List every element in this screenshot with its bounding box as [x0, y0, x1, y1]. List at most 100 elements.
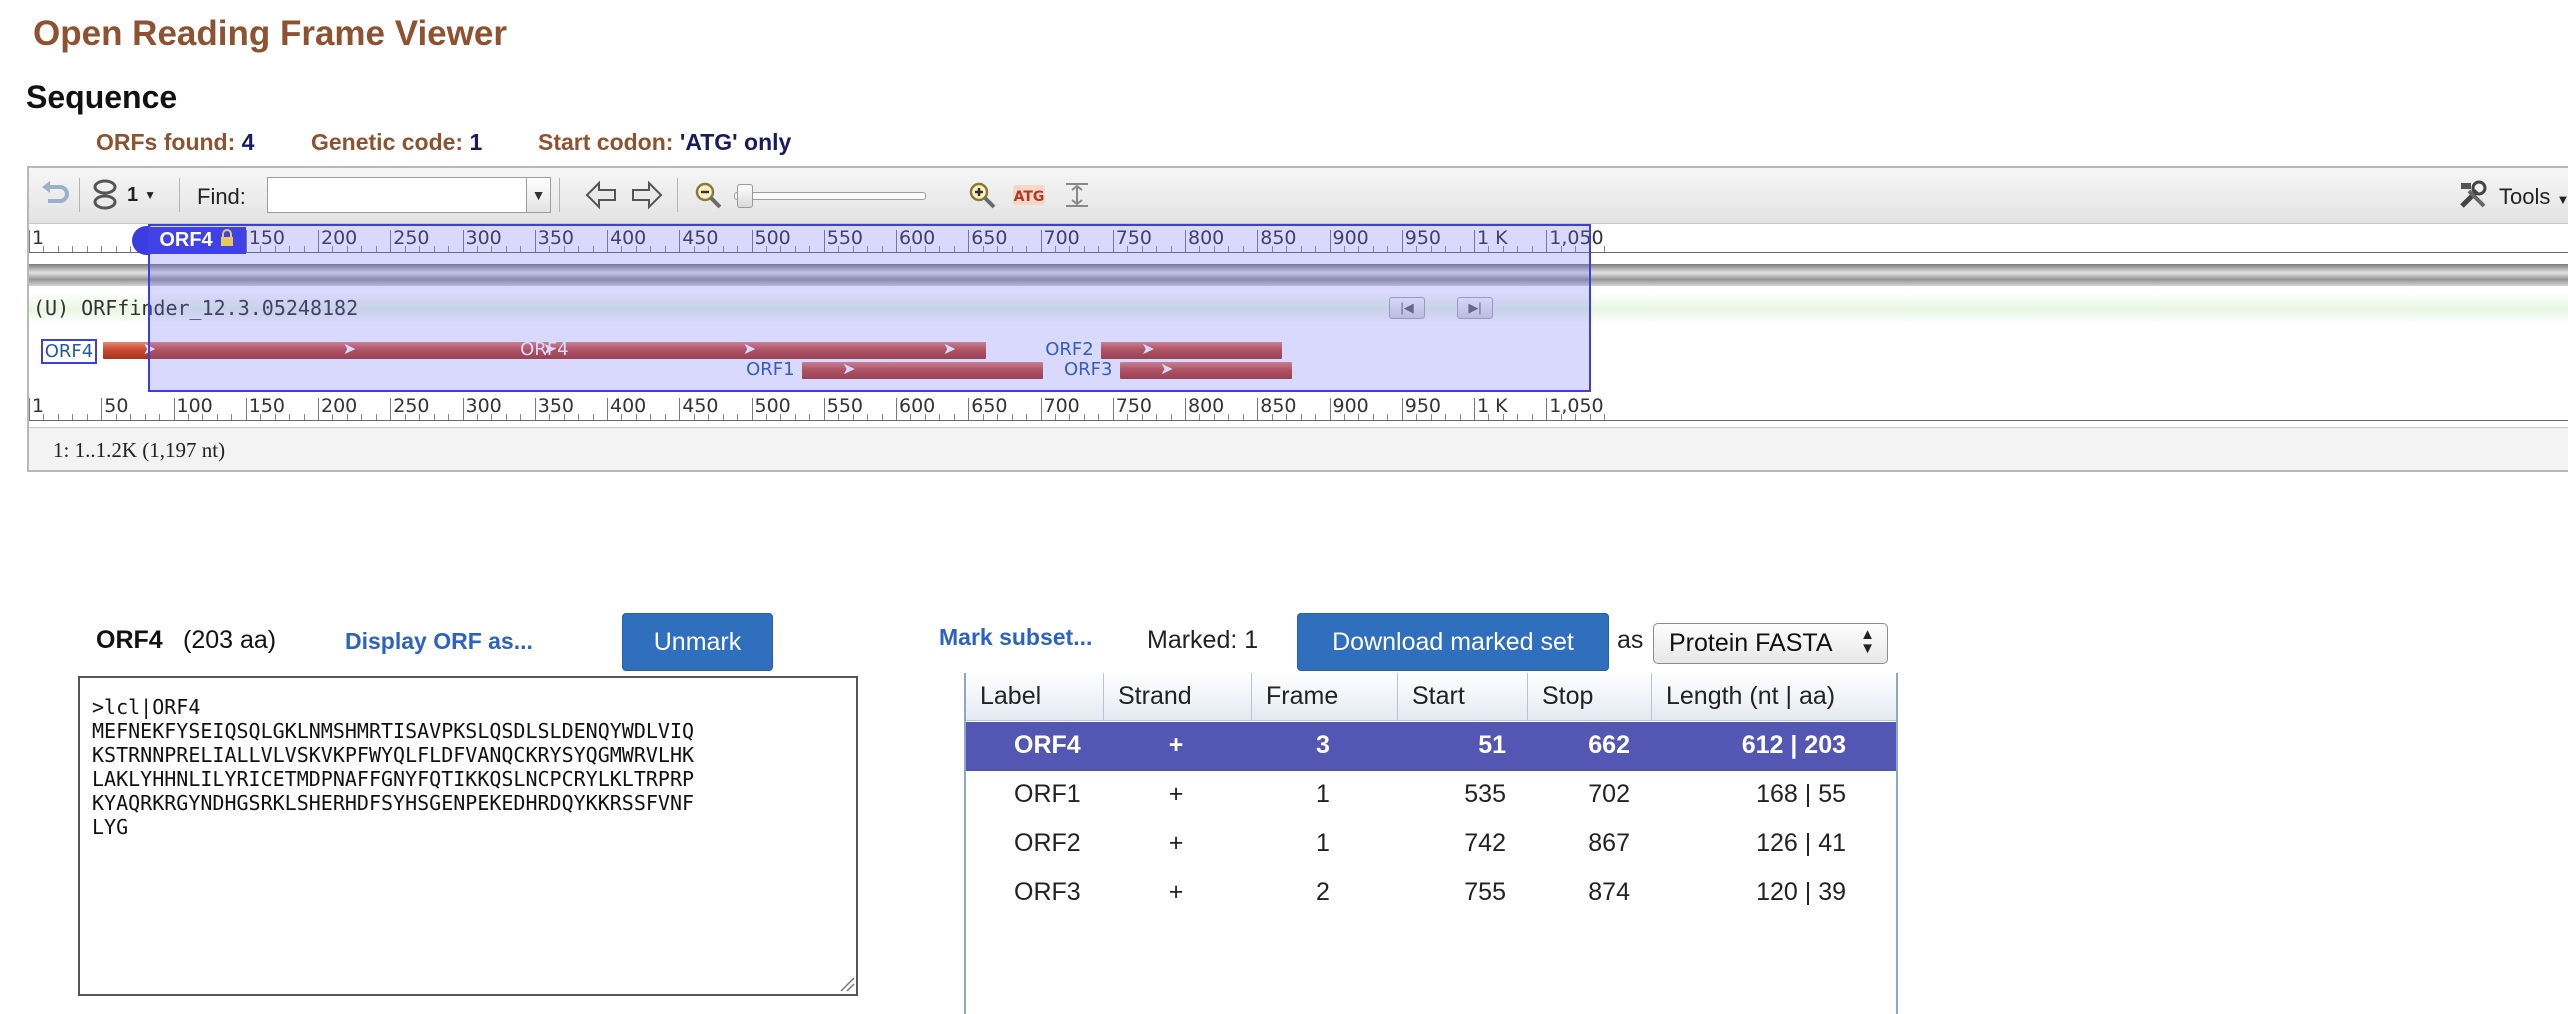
ruler-minor-tick [867, 414, 869, 420]
table-cell-frame[interactable]: 2 [1316, 878, 1330, 906]
table-cell-stop[interactable]: 662 [1588, 731, 1630, 759]
chain-link-icon[interactable] [87, 178, 123, 212]
zoom-out-icon[interactable] [689, 178, 727, 212]
find-input[interactable] [267, 177, 527, 213]
column-header-strand[interactable]: Strand [1104, 673, 1252, 721]
table-cell-strand[interactable]: + [1168, 731, 1184, 759]
table-cell-start[interactable]: 742 [1464, 829, 1506, 857]
ruler-minor-tick [924, 246, 926, 252]
table-cell-start[interactable]: 755 [1464, 878, 1506, 906]
find-dropdown-button[interactable]: ▼ [527, 177, 551, 213]
ruler-tick-label: 50 [104, 395, 129, 417]
sequence-text: >lcl|ORF4 MEFNEKFYSEIQSQLGKLNMSHMRTISAVP… [92, 695, 695, 839]
table-cell-frame[interactable]: 1 [1316, 829, 1330, 857]
table-cell-frame[interactable]: 1 [1316, 780, 1330, 808]
column-header-frame[interactable]: Frame [1252, 673, 1398, 721]
resize-grip-icon[interactable] [837, 974, 855, 992]
ruler-minor-tick [910, 414, 912, 420]
orf-feature-label[interactable]: ORF4 [40, 339, 98, 364]
orf-feature-label[interactable]: ORF1 [746, 359, 795, 380]
column-header-label[interactable]: Label [966, 673, 1104, 721]
zoom-slider-thumb[interactable] [737, 184, 753, 208]
ruler-minor-tick [1517, 246, 1519, 252]
table-cell-length[interactable]: 168 | 55 [1756, 780, 1846, 808]
column-header-stop[interactable]: Stop [1528, 673, 1652, 721]
ruler-minor-tick [144, 414, 146, 420]
direction-arrow-icon: ➤ [542, 339, 557, 358]
table-cell-frame[interactable]: 3 [1316, 731, 1330, 759]
stat-label: Genetic code: [311, 129, 464, 155]
table-cell-start[interactable]: 535 [1464, 780, 1506, 808]
ruler-minor-tick [1604, 414, 1606, 420]
arrow-left-icon[interactable] [581, 178, 621, 212]
selected-orf-tag[interactable]: ORF4 [148, 227, 246, 254]
orf-feature-orf1[interactable]: ➤ [802, 359, 1044, 379]
zoom-slider[interactable] [734, 192, 926, 200]
ruler-major-tick [390, 230, 392, 252]
ruler-tick-label: 650 [971, 395, 1008, 417]
ruler-minor-tick [1589, 414, 1591, 420]
ruler-minor-tick [621, 414, 623, 420]
next-feature-button[interactable]: ▶| [1457, 297, 1493, 319]
table-cell-stop[interactable]: 874 [1588, 878, 1630, 906]
tools-icon[interactable] [2453, 178, 2493, 212]
download-marked-set-button[interactable]: Download marked set [1297, 613, 1609, 671]
table-cell-label[interactable]: ORF4 [1014, 731, 1081, 759]
arrow-right-icon[interactable] [627, 178, 667, 212]
ruler-minor-tick [1213, 246, 1215, 252]
format-select[interactable]: Protein FASTA ▲ ▼ [1653, 623, 1888, 664]
ruler-minor-tick [1213, 414, 1215, 420]
table-cell-stop[interactable]: 702 [1588, 780, 1630, 808]
ruler-tick-label: 550 [826, 395, 864, 417]
tools-menu[interactable]: Tools ▼ [2499, 184, 2568, 210]
atg-icon[interactable]: ATG [1009, 180, 1049, 210]
ruler-tick-label: 850 [1260, 395, 1297, 417]
table-cell-strand[interactable]: + [1168, 878, 1184, 906]
ruler-minor-tick [404, 414, 406, 420]
orf-feature-orf4[interactable]: ➤ ➤ ➤ ➤ ➤ [102, 339, 986, 359]
table-cell-label[interactable]: ORF1 [1014, 780, 1081, 808]
mark-subset-link[interactable]: Mark subset... [939, 624, 1093, 650]
ruler-minor-tick [794, 246, 796, 252]
undo-icon[interactable] [37, 178, 73, 212]
ruler-minor-tick [953, 246, 955, 252]
ruler-minor-tick [491, 414, 493, 420]
fit-icon[interactable] [1059, 178, 1095, 212]
link-count-dropdown[interactable]: 1 ▼ [127, 183, 157, 206]
table-cell-stop[interactable]: 867 [1588, 829, 1630, 857]
table-row-selected-highlight[interactable] [966, 722, 1896, 771]
selection-overlay[interactable] [148, 224, 1591, 392]
column-header-start[interactable]: Start [1398, 673, 1528, 721]
ruler-tick-label: 150 [248, 227, 286, 249]
column-header-length[interactable]: Length (nt | aa) [1652, 673, 1896, 721]
orf-feature-orf2[interactable]: ➤ [1101, 339, 1282, 359]
ruler-minor-tick [1502, 246, 1504, 252]
table-cell-start[interactable]: 51 [1478, 731, 1506, 759]
orf-feature-label[interactable]: ORF3 [1063, 359, 1113, 380]
ruler-minor-tick [838, 414, 840, 420]
ruler-minor-tick [404, 246, 406, 252]
start-codon-stat: Start codon: 'ATG' only [538, 129, 791, 156]
ruler-minor-tick [563, 246, 565, 252]
table-cell-length[interactable]: 612 | 203 [1741, 731, 1846, 759]
table-cell-label[interactable]: ORF2 [1014, 829, 1081, 857]
unmark-button[interactable]: Unmark [622, 613, 773, 671]
table-cell-label[interactable]: ORF3 [1014, 878, 1081, 906]
sequence-textarea[interactable] [78, 676, 858, 996]
ruler-minor-tick [1271, 414, 1273, 420]
ruler-major-tick [679, 398, 681, 420]
ruler-minor-tick [1026, 414, 1028, 420]
ruler-tick-label: 300 [465, 227, 502, 249]
zoom-in-icon[interactable] [963, 178, 1001, 212]
sequence-viewer[interactable]: 1▼ Find: ▼ ATG Tools ▼ 110015 [27, 166, 2568, 472]
display-orf-as-link[interactable]: Display ORF as... [345, 628, 533, 654]
orf-feature-label[interactable]: ORF2 [1045, 339, 1094, 360]
table-cell-length[interactable]: 120 | 39 [1756, 878, 1846, 906]
ruler-minor-tick [1315, 246, 1317, 252]
table-cell-length[interactable]: 126 | 41 [1756, 829, 1846, 857]
stat-label: Start codon: [538, 129, 674, 155]
table-cell-strand[interactable]: + [1168, 829, 1184, 857]
prev-feature-button[interactable]: |◀ [1389, 297, 1425, 319]
orf-feature-orf3[interactable]: ➤ [1119, 359, 1292, 379]
table-cell-strand[interactable]: + [1168, 780, 1184, 808]
